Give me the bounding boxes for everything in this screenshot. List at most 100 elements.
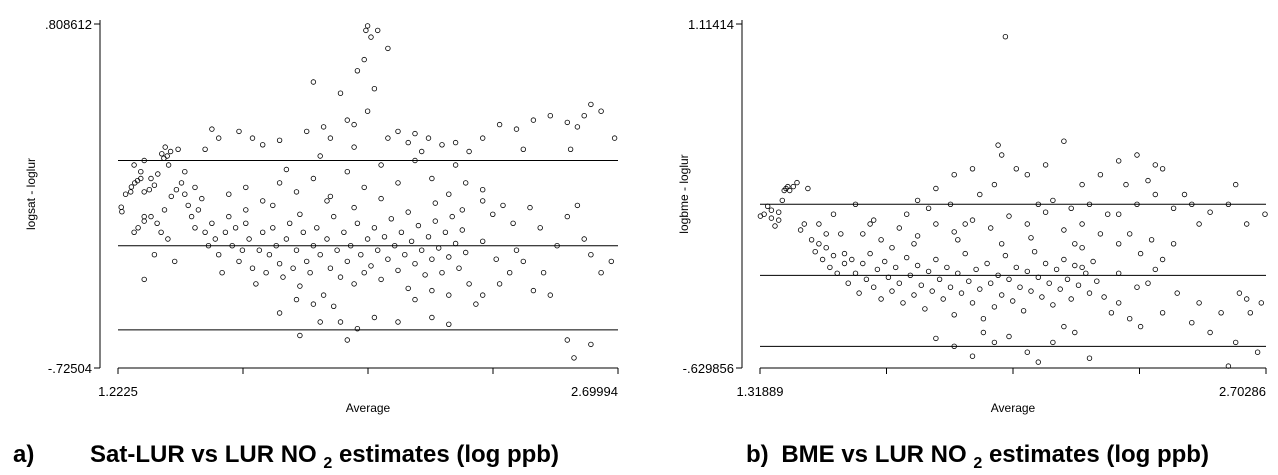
data-point [317,319,323,325]
data-point [914,197,921,204]
data-point [412,157,418,164]
data-point [310,175,317,182]
panel-b-caption-sub: 2 [973,455,982,472]
data-point [608,258,614,265]
data-point [1090,258,1096,265]
data-point [838,231,844,237]
data-point [361,184,367,191]
data-point [1083,270,1089,276]
data-point [1104,211,1111,217]
data-point [1061,256,1067,263]
data-point [266,251,273,258]
data-point [776,209,782,215]
data-point [816,241,822,247]
data-point [260,229,266,235]
data-point [1189,201,1195,207]
data-point [834,270,840,276]
data-point [293,296,300,303]
data-point [874,266,881,273]
data-point [354,326,361,332]
data-point [327,265,334,271]
data-point [867,250,873,257]
data-point [1035,201,1041,207]
data-point [1097,171,1104,178]
data-point [226,191,232,197]
data-point [385,135,391,141]
data-point [1042,209,1049,215]
data-point [452,162,459,168]
data-point [226,213,232,220]
panel-b-caption-main: BME vs LUR NO [781,441,966,468]
data-point [1075,282,1082,288]
data-point [378,162,384,168]
data-point [1010,298,1016,304]
data-point [348,242,354,249]
data-point [165,162,172,168]
data-point [1028,235,1034,241]
data-point [951,171,957,178]
data-point [1207,209,1213,215]
data-point [314,225,320,231]
data-point [297,332,303,339]
data-point [219,270,225,276]
data-point [290,265,296,271]
data-point [1225,363,1232,369]
panel-a-x-tick-left: 1.2225 [98,384,138,399]
data-point [867,221,873,227]
data-point [378,195,384,202]
data-point [564,119,570,126]
panel-a-x-axis-label: Average [346,401,391,415]
data-point [138,168,144,175]
data-point [900,300,906,306]
data-point [331,303,337,309]
data-point [914,233,921,239]
data-point [904,211,910,217]
panel-a-y-tick-bottom: -.72504 [48,361,92,376]
data-point [118,204,124,210]
data-point [955,237,961,243]
data-point [797,227,804,233]
data-point [364,236,371,242]
data-point [459,227,465,233]
data-point [889,244,895,251]
data-point [188,213,195,220]
data-point [1002,34,1009,40]
panel-a-points [118,23,618,361]
data-point [944,264,950,271]
data-point [1134,284,1140,290]
data-point [446,191,452,197]
data-point [951,343,957,349]
data-point [1094,278,1100,284]
data-point [1218,310,1224,316]
data-point [1159,256,1166,263]
data-point [823,231,829,237]
data-point [574,124,581,130]
data-point [947,201,954,207]
data-point [1243,296,1250,302]
data-point [287,220,293,226]
data-point [297,211,303,217]
data-point [805,185,811,192]
data-point [429,256,435,262]
data-point [249,265,256,271]
data-point [304,258,310,265]
data-point [412,130,418,137]
panel-b-x-axis-label: Average [991,401,1036,415]
data-point [344,337,350,343]
data-point [940,296,946,302]
data-point [885,274,892,280]
data-point [856,290,862,296]
data-point [801,221,807,227]
data-point [980,329,987,336]
data-point [1050,197,1056,204]
data-point [933,335,939,342]
data-point [896,225,902,231]
data-point [827,264,833,271]
data-point [958,290,965,296]
data-point [1262,211,1268,217]
data-point [1072,262,1078,269]
data-point [408,238,415,244]
data-point [310,242,317,249]
data-point [841,260,848,267]
data-point [351,121,357,128]
